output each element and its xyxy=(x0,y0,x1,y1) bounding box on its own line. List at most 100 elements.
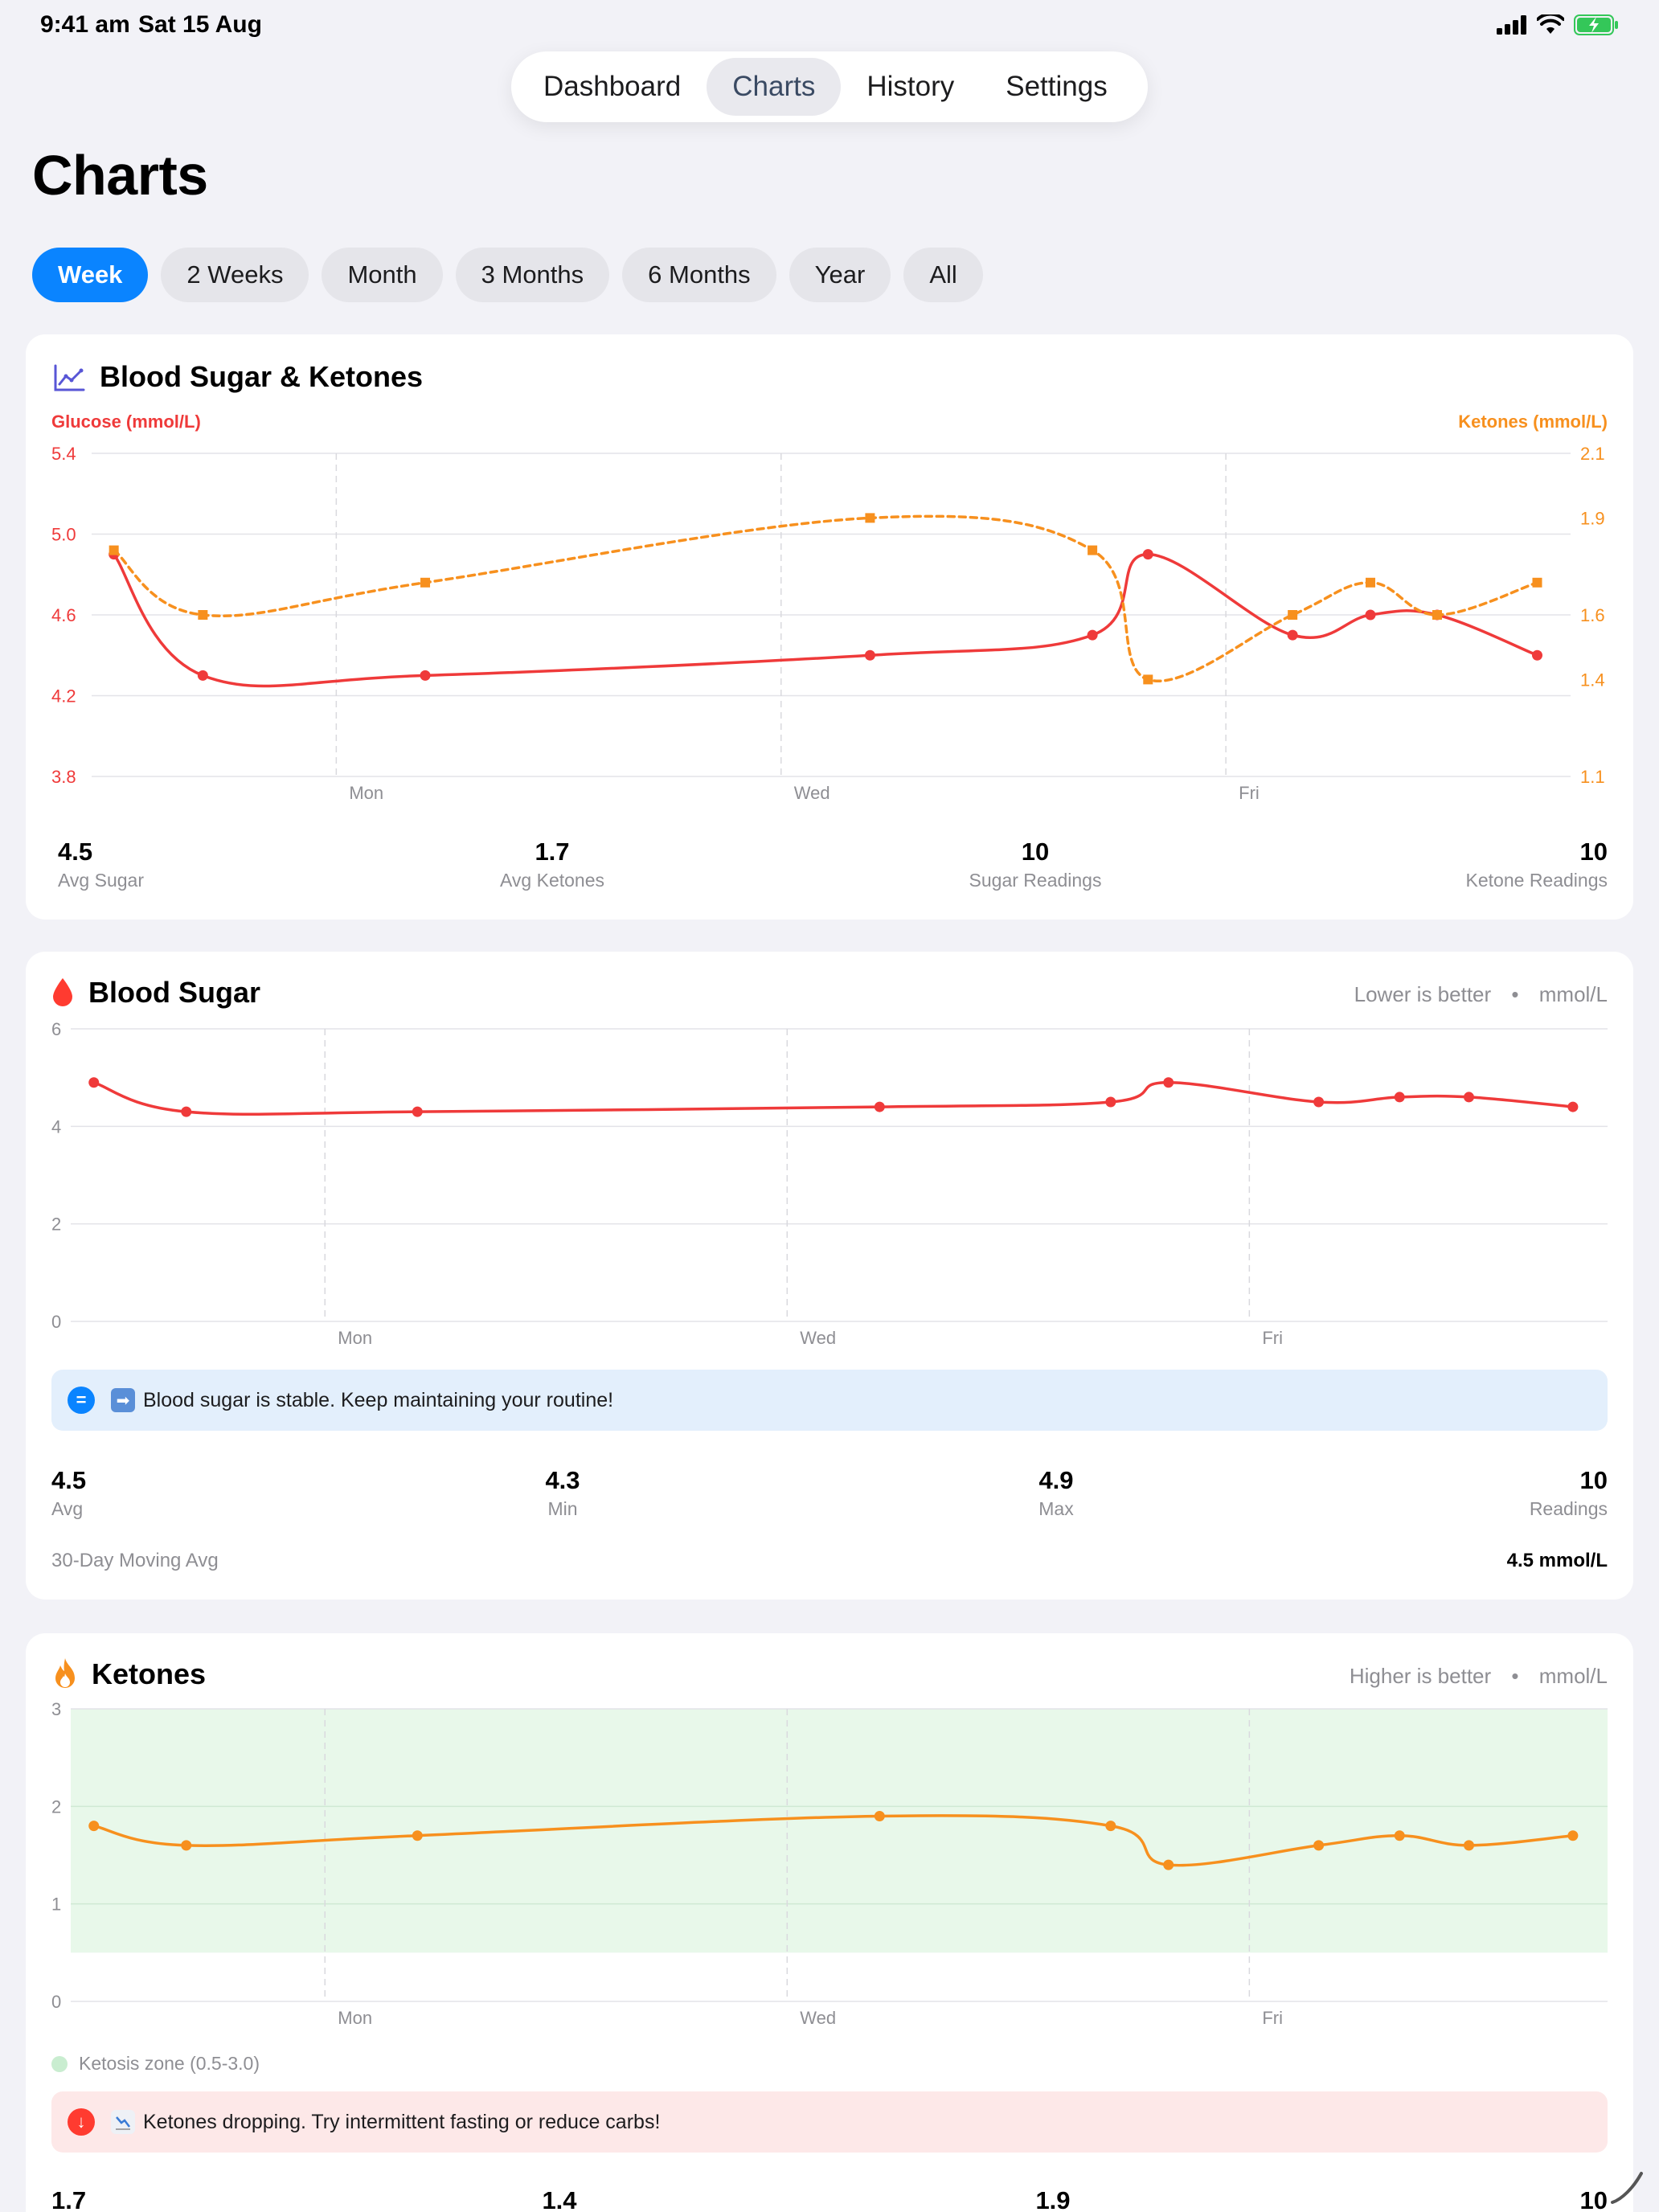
ketosis-zone-swatch xyxy=(51,2055,68,2072)
blood-sugar-card: Blood Sugar Lower is better • mmol/L 0 2 4… xyxy=(26,952,1633,1600)
series-line xyxy=(112,552,1539,688)
data-point xyxy=(1463,1840,1474,1851)
range-all-button[interactable]: All xyxy=(903,248,983,302)
y-tick-label: 2 xyxy=(51,1215,61,1235)
x-tick-label: Mon xyxy=(349,783,383,803)
data-point xyxy=(1143,674,1153,685)
tab-dashboard[interactable]: Dashboard xyxy=(543,71,682,102)
data-point xyxy=(1463,1092,1474,1103)
stat-value: 4.5 xyxy=(58,838,93,866)
stat-label: Max xyxy=(1038,1498,1074,1519)
y-tick-label: 5.0 xyxy=(51,525,76,545)
data-point xyxy=(412,1106,423,1117)
range-month-button[interactable]: Month xyxy=(322,248,443,302)
ketones-unit: mmol/L xyxy=(1538,1664,1608,1688)
stat-label: Min xyxy=(547,1498,578,1519)
data-point xyxy=(1394,1092,1405,1103)
data-point xyxy=(1163,1859,1174,1870)
y-tick-label: 0 xyxy=(51,1992,61,2012)
y2-tick-label: 1.6 xyxy=(1580,605,1605,625)
range-6-months-button[interactable]: 6 Months xyxy=(622,248,776,302)
combined-chart: 3.8 4.2 4.6 5.0 5.4 1.1 1.4 1.6 1.9 2.1 Mon Wed Fri xyxy=(51,444,1605,803)
blood-drop-icon xyxy=(53,978,72,1006)
main-tab-bar: Dashboard Charts History Settings xyxy=(511,51,1148,122)
moving-average-value: 4.5 mmol/L xyxy=(1506,1550,1608,1571)
data-point xyxy=(420,670,431,681)
meta-separator: • xyxy=(1511,1664,1519,1688)
ketones-chart: 0 1 2 3 Mon Wed Fri xyxy=(51,1699,1608,2028)
stat-value: 1.7 xyxy=(51,2186,87,2212)
stat-value: 4.9 xyxy=(1038,1466,1074,1494)
tab-history[interactable]: History xyxy=(866,71,955,102)
stat-label: Avg Ketones xyxy=(499,870,605,891)
blood-sugar-unit: mmol/L xyxy=(1538,982,1608,1006)
y-tick-label: 6 xyxy=(51,1019,61,1039)
y2-tick-label: 1.9 xyxy=(1580,508,1605,528)
stat-sugar-readings: 10 Sugar Readings xyxy=(969,838,1102,891)
stat-avg: 1.7 xyxy=(51,2186,86,2212)
x-tick-label: Wed xyxy=(794,783,830,803)
flame-icon xyxy=(55,1658,75,1688)
chart-decreasing-emoji-icon xyxy=(111,2110,135,2134)
tab-charts[interactable]: Charts xyxy=(707,58,842,116)
stat-value: 1.4 xyxy=(542,2186,577,2212)
y-tick-label: 0 xyxy=(51,1312,61,1332)
y-tick-label: 4.6 xyxy=(51,605,76,625)
stat-avg-ketones: 1.7 Avg Ketones xyxy=(500,838,604,891)
blood-sugar-insight-text: Blood sugar is stable. Keep maintaining … xyxy=(143,1388,614,1411)
status-icons xyxy=(1497,14,1619,35)
x-tick-label: Fri xyxy=(1262,2008,1283,2028)
y-tick-label: 4.2 xyxy=(51,686,76,707)
series-line xyxy=(92,1080,1575,1116)
y2-tick-label: 2.1 xyxy=(1580,444,1605,464)
range-week-button[interactable]: Week xyxy=(32,248,149,302)
stat-value: 10 xyxy=(1579,1466,1608,1494)
series-line xyxy=(112,514,1539,682)
range-year-button[interactable]: Year xyxy=(789,248,891,302)
range-3-months-button[interactable]: 3 Months xyxy=(455,248,610,302)
data-point xyxy=(1142,549,1153,560)
stat-min: 4.3 Min xyxy=(545,1466,580,1520)
time-range-selector: Week 2 Weeks Month 3 Months 6 Months Yea… xyxy=(32,248,983,302)
data-point xyxy=(1365,577,1375,588)
meta-separator: • xyxy=(1511,982,1519,1006)
ketones-insight-text: Ketones dropping. Try intermittent fasti… xyxy=(143,2110,661,2133)
combined-chart-card: Blood Sugar & Ketones Glucose (mmol/L) K… xyxy=(26,334,1633,920)
data-point xyxy=(198,610,208,620)
stat-value: 10 xyxy=(1579,2186,1608,2212)
blood-sugar-insight-banner: = ➡ Blood sugar is stable. Keep maintain… xyxy=(51,1370,1608,1431)
stat-value: 4.5 xyxy=(51,1466,87,1494)
ketones-insight-banner: ↓ Ketones dropping. Try intermittent fas… xyxy=(51,2091,1608,2153)
stat-value: 10 xyxy=(1021,838,1050,866)
data-point xyxy=(197,670,208,681)
wifi-icon xyxy=(1537,14,1564,34)
ketones-title: Ketones xyxy=(92,1657,207,1690)
data-point xyxy=(1432,610,1442,620)
y2-tick-label: 1.4 xyxy=(1580,670,1605,690)
battery-charging-icon xyxy=(1574,14,1618,35)
data-point xyxy=(1105,1821,1116,1832)
stat-value: 10 xyxy=(1579,838,1608,866)
cellular-signal-icon xyxy=(1497,15,1526,35)
data-point xyxy=(181,1840,192,1851)
data-point xyxy=(874,1101,885,1112)
status-date: Sat 15 Aug xyxy=(138,11,262,38)
ketones-meta: Higher is better • mmol/L xyxy=(1350,1664,1608,1689)
data-point xyxy=(88,1077,100,1088)
data-point xyxy=(88,1821,100,1832)
down-arrow-icon: ↓ xyxy=(68,2108,95,2136)
right-arrow-emoji-icon: ➡ xyxy=(111,1388,135,1412)
stat-readings: 10 Readings xyxy=(1530,1466,1608,1520)
x-tick-label: Wed xyxy=(800,1328,836,1348)
data-point xyxy=(1087,629,1098,641)
stat-max: 4.9 Max xyxy=(1038,1466,1073,1520)
ketosis-zone-legend: Ketosis zone (0.5-3.0) xyxy=(51,2053,260,2075)
data-point xyxy=(1365,609,1376,621)
y-tick-label: 5.4 xyxy=(51,444,76,464)
ketosis-zone-label: Ketosis zone (0.5-3.0) xyxy=(79,2053,260,2074)
stat-avg-sugar: 4.5 Avg Sugar xyxy=(58,838,144,891)
data-point xyxy=(1567,1830,1579,1841)
tab-settings[interactable]: Settings xyxy=(1006,71,1108,102)
range-2-weeks-button[interactable]: 2 Weeks xyxy=(161,248,309,302)
scribble-corner-icon xyxy=(1611,2172,1643,2204)
